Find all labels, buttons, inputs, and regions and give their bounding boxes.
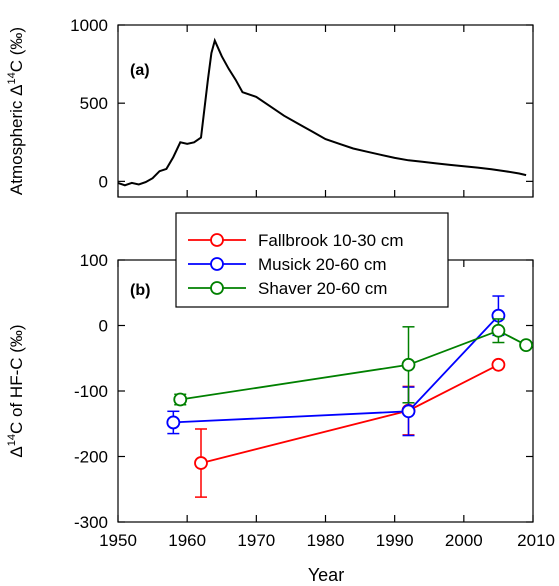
musick-data-point: [166, 415, 181, 430]
legend: Fallbrook 10-30 cm Musick 20-60 cm Shaver …: [175, 212, 449, 308]
panel-b-x-tick-label: 2010: [517, 531, 555, 550]
x-axis-label: Year: [308, 565, 344, 585]
panel-a-y-tick-label: 500: [80, 94, 108, 113]
panel-b-y-axis-label: Δ14C of HF-C (‰): [6, 324, 26, 457]
legend-label-fallbrook: Fallbrook 10-30 cm: [258, 231, 404, 250]
panel-b-y-tick-label: -200: [74, 448, 108, 467]
panel-a-series: [117, 37, 527, 187]
legend-marker-shaver: [210, 281, 224, 295]
legend-label-musick: Musick 20-60 cm: [258, 255, 386, 274]
panel-b-label: (b): [130, 282, 150, 299]
panel-b: -300 -200 -100 0 100 1950 1960 1970 1980 1990 2000…: [6, 212, 555, 585]
panel-b-x-tick-label: 1960: [168, 531, 206, 550]
panel-a-frame: [117, 24, 534, 198]
panel-b-x-tick-label: 1950: [99, 531, 137, 550]
shaver-data-point: [519, 338, 533, 353]
musick-series-line: [173, 315, 500, 424]
legend-marker-musick: [210, 257, 224, 271]
panel-a-y-axis-label: Atmospheric Δ14C (‰): [6, 27, 26, 195]
panel-b-x-tick-label: 1970: [237, 531, 275, 550]
panel-a-y-tick-label: 1000: [70, 16, 108, 35]
panel-b-y-tick-label: -300: [74, 513, 108, 532]
musick-data-point: [401, 404, 416, 419]
shaver-series-line: [180, 329, 527, 401]
panel-a-axis-ticks: 0 500 1000: [70, 16, 534, 197]
panel-a-y-tick-label: 0: [99, 172, 108, 191]
panel-a-label: (a): [130, 62, 150, 79]
panel-b-x-tick-label: 1990: [376, 531, 414, 550]
panel-b-y-tick-label: -100: [74, 382, 108, 401]
panel-b-y-tick-label: 100: [80, 251, 108, 270]
panel-b-x-tick-label: 1980: [307, 531, 345, 550]
fallbrook-data-point: [194, 456, 208, 470]
panel-b-axis-ticks: -300 -200 -100 0 100 1950 1960 1970 1980 1990 2000…: [74, 251, 555, 550]
panel-b-series: [166, 295, 533, 498]
atmospheric-c14-line: [117, 37, 527, 187]
fallbrook-data-point: [491, 357, 506, 372]
panel-b-y-tick-label: 0: [99, 317, 108, 336]
shaver-data-point: [401, 357, 416, 372]
shaver-data-point: [173, 392, 188, 407]
shaver-data-point: [491, 323, 506, 338]
panel-a: 0 500 1000 (a) Atmospheric Δ14C (‰): [6, 16, 534, 198]
panel-b-x-tick-label: 2000: [445, 531, 483, 550]
legend-marker-fallbrook: [210, 233, 224, 247]
legend-label-shaver: Shaver 20-60 cm: [258, 279, 387, 298]
